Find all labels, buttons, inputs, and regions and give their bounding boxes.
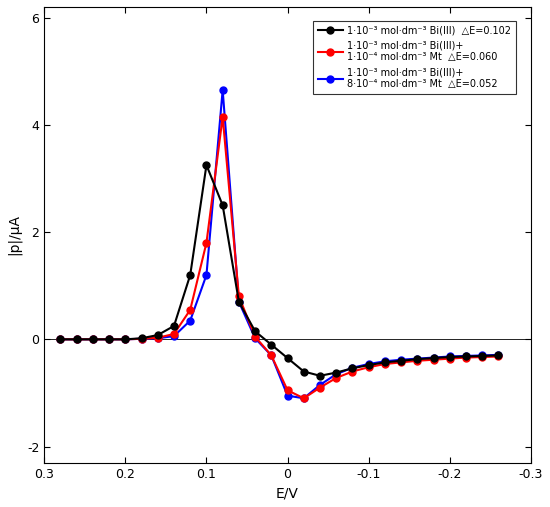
1·10⁻³ mol·dm⁻³ Bi(III)+
1·10⁻⁴ mol·dm⁻³ Mt  △E=0.060 (495, 353, 502, 359)
1·10⁻³ mol·dm⁻³ Bi(III)+
8·10⁻⁴ mol·dm⁻³ Mt  △E=0.052 (333, 371, 339, 377)
1·10⁻³ mol·dm⁻³ Bi(III)+
8·10⁻⁴ mol·dm⁻³ Mt  △E=0.052 (203, 272, 210, 278)
1·10⁻³ mol·dm⁻³ Bi(III)+
1·10⁻⁴ mol·dm⁻³ Mt  △E=0.060 (333, 375, 339, 381)
1·10⁻³ mol·dm⁻³ Bi(III)+
8·10⁻⁴ mol·dm⁻³ Mt  △E=0.052 (187, 317, 194, 323)
1·10⁻³ mol·dm⁻³ Bi(III)+
1·10⁻⁴ mol·dm⁻³ Mt  △E=0.060 (268, 352, 274, 358)
1·10⁻³ mol·dm⁻³ Bi(III)  △E=0.102 (317, 373, 323, 379)
1·10⁻³ mol·dm⁻³ Bi(III)+
8·10⁻⁴ mol·dm⁻³ Mt  △E=0.052 (268, 352, 274, 358)
1·10⁻³ mol·dm⁻³ Bi(III)+
1·10⁻⁴ mol·dm⁻³ Mt  △E=0.060 (90, 336, 96, 342)
1·10⁻³ mol·dm⁻³ Bi(III)  △E=0.102 (463, 353, 469, 359)
1·10⁻³ mol·dm⁻³ Bi(III)+
1·10⁻⁴ mol·dm⁻³ Mt  △E=0.060 (203, 240, 210, 246)
1·10⁻³ mol·dm⁻³ Bi(III)  △E=0.102 (252, 328, 258, 334)
1·10⁻³ mol·dm⁻³ Bi(III)+
8·10⁻⁴ mol·dm⁻³ Mt  △E=0.052 (90, 336, 96, 342)
1·10⁻³ mol·dm⁻³ Bi(III)+
8·10⁻⁴ mol·dm⁻³ Mt  △E=0.052 (57, 336, 64, 342)
1·10⁻³ mol·dm⁻³ Bi(III)+
8·10⁻⁴ mol·dm⁻³ Mt  △E=0.052 (73, 336, 80, 342)
1·10⁻³ mol·dm⁻³ Bi(III)+
8·10⁻⁴ mol·dm⁻³ Mt  △E=0.052 (447, 353, 453, 359)
1·10⁻³ mol·dm⁻³ Bi(III)+
8·10⁻⁴ mol·dm⁻³ Mt  △E=0.052 (138, 336, 145, 342)
1·10⁻³ mol·dm⁻³ Bi(III)+
8·10⁻⁴ mol·dm⁻³ Mt  △E=0.052 (219, 87, 226, 93)
1·10⁻³ mol·dm⁻³ Bi(III)  △E=0.102 (235, 299, 242, 305)
1·10⁻³ mol·dm⁻³ Bi(III)  △E=0.102 (430, 355, 437, 361)
1·10⁻³ mol·dm⁻³ Bi(III)+
1·10⁻⁴ mol·dm⁻³ Mt  △E=0.060 (463, 354, 469, 360)
1·10⁻³ mol·dm⁻³ Bi(III)+
1·10⁻⁴ mol·dm⁻³ Mt  △E=0.060 (317, 384, 323, 390)
1·10⁻³ mol·dm⁻³ Bi(III)  △E=0.102 (495, 352, 502, 358)
1·10⁻³ mol·dm⁻³ Bi(III)+
1·10⁻⁴ mol·dm⁻³ Mt  △E=0.060 (300, 395, 307, 402)
1·10⁻³ mol·dm⁻³ Bi(III)+
8·10⁻⁴ mol·dm⁻³ Mt  △E=0.052 (398, 356, 404, 363)
1·10⁻³ mol·dm⁻³ Bi(III)+
1·10⁻⁴ mol·dm⁻³ Mt  △E=0.060 (349, 369, 356, 375)
1·10⁻³ mol·dm⁻³ Bi(III)+
8·10⁻⁴ mol·dm⁻³ Mt  △E=0.052 (495, 352, 502, 358)
1·10⁻³ mol·dm⁻³ Bi(III)+
1·10⁻⁴ mol·dm⁻³ Mt  △E=0.060 (430, 356, 437, 363)
1·10⁻³ mol·dm⁻³ Bi(III)+
8·10⁻⁴ mol·dm⁻³ Mt  △E=0.052 (414, 355, 421, 361)
Line: 1·10⁻³ mol·dm⁻³ Bi(III)+
1·10⁻⁴ mol·dm⁻³ Mt  △E=0.060: 1·10⁻³ mol·dm⁻³ Bi(III)+ 1·10⁻⁴ mol·dm⁻³… (57, 114, 502, 402)
Line: 1·10⁻³ mol·dm⁻³ Bi(III)+
8·10⁻⁴ mol·dm⁻³ Mt  △E=0.052: 1·10⁻³ mol·dm⁻³ Bi(III)+ 8·10⁻⁴ mol·dm⁻³… (57, 87, 502, 402)
1·10⁻³ mol·dm⁻³ Bi(III)+
8·10⁻⁴ mol·dm⁻³ Mt  △E=0.052 (284, 392, 291, 399)
1·10⁻³ mol·dm⁻³ Bi(III)  △E=0.102 (349, 365, 356, 371)
1·10⁻³ mol·dm⁻³ Bi(III)  △E=0.102 (122, 336, 129, 342)
1·10⁻³ mol·dm⁻³ Bi(III)  △E=0.102 (382, 359, 388, 366)
1·10⁻³ mol·dm⁻³ Bi(III)+
1·10⁻⁴ mol·dm⁻³ Mt  △E=0.060 (155, 335, 161, 341)
1·10⁻³ mol·dm⁻³ Bi(III)+
1·10⁻⁴ mol·dm⁻³ Mt  △E=0.060 (382, 361, 388, 367)
1·10⁻³ mol·dm⁻³ Bi(III)+
1·10⁻⁴ mol·dm⁻³ Mt  △E=0.060 (57, 336, 64, 342)
1·10⁻³ mol·dm⁻³ Bi(III)+
8·10⁻⁴ mol·dm⁻³ Mt  △E=0.052 (122, 336, 129, 342)
1·10⁻³ mol·dm⁻³ Bi(III)  △E=0.102 (268, 342, 274, 348)
Line: 1·10⁻³ mol·dm⁻³ Bi(III)  △E=0.102: 1·10⁻³ mol·dm⁻³ Bi(III) △E=0.102 (57, 162, 502, 379)
1·10⁻³ mol·dm⁻³ Bi(III)+
1·10⁻⁴ mol·dm⁻³ Mt  △E=0.060 (479, 354, 486, 360)
1·10⁻³ mol·dm⁻³ Bi(III)+
1·10⁻⁴ mol·dm⁻³ Mt  △E=0.060 (219, 114, 226, 120)
1·10⁻³ mol·dm⁻³ Bi(III)  △E=0.102 (155, 332, 161, 338)
1·10⁻³ mol·dm⁻³ Bi(III)  △E=0.102 (73, 336, 80, 342)
1·10⁻³ mol·dm⁻³ Bi(III)  △E=0.102 (203, 162, 210, 168)
1·10⁻³ mol·dm⁻³ Bi(III)  △E=0.102 (300, 369, 307, 375)
1·10⁻³ mol·dm⁻³ Bi(III)+
8·10⁻⁴ mol·dm⁻³ Mt  △E=0.052 (365, 361, 372, 367)
1·10⁻³ mol·dm⁻³ Bi(III)+
8·10⁻⁴ mol·dm⁻³ Mt  △E=0.052 (479, 352, 486, 358)
1·10⁻³ mol·dm⁻³ Bi(III)+
1·10⁻⁴ mol·dm⁻³ Mt  △E=0.060 (252, 334, 258, 340)
1·10⁻³ mol·dm⁻³ Bi(III)+
1·10⁻⁴ mol·dm⁻³ Mt  △E=0.060 (235, 294, 242, 300)
1·10⁻³ mol·dm⁻³ Bi(III)+
8·10⁻⁴ mol·dm⁻³ Mt  △E=0.052 (300, 395, 307, 402)
1·10⁻³ mol·dm⁻³ Bi(III)  △E=0.102 (138, 335, 145, 341)
1·10⁻³ mol·dm⁻³ Bi(III)  △E=0.102 (284, 355, 291, 361)
1·10⁻³ mol·dm⁻³ Bi(III)+
1·10⁻⁴ mol·dm⁻³ Mt  △E=0.060 (122, 336, 129, 342)
1·10⁻³ mol·dm⁻³ Bi(III)+
1·10⁻⁴ mol·dm⁻³ Mt  △E=0.060 (187, 307, 194, 313)
X-axis label: E/V: E/V (276, 486, 299, 500)
1·10⁻³ mol·dm⁻³ Bi(III)+
8·10⁻⁴ mol·dm⁻³ Mt  △E=0.052 (430, 354, 437, 360)
1·10⁻³ mol·dm⁻³ Bi(III)+
8·10⁻⁴ mol·dm⁻³ Mt  △E=0.052 (463, 353, 469, 359)
1·10⁻³ mol·dm⁻³ Bi(III)  △E=0.102 (219, 202, 226, 208)
1·10⁻³ mol·dm⁻³ Bi(III)  △E=0.102 (57, 336, 64, 342)
1·10⁻³ mol·dm⁻³ Bi(III)+
1·10⁻⁴ mol·dm⁻³ Mt  △E=0.060 (170, 331, 177, 337)
1·10⁻³ mol·dm⁻³ Bi(III)+
8·10⁻⁴ mol·dm⁻³ Mt  △E=0.052 (235, 299, 242, 305)
1·10⁻³ mol·dm⁻³ Bi(III)  △E=0.102 (90, 336, 96, 342)
1·10⁻³ mol·dm⁻³ Bi(III)+
1·10⁻⁴ mol·dm⁻³ Mt  △E=0.060 (73, 336, 80, 342)
1·10⁻³ mol·dm⁻³ Bi(III)  △E=0.102 (187, 272, 194, 278)
1·10⁻³ mol·dm⁻³ Bi(III)+
1·10⁻⁴ mol·dm⁻³ Mt  △E=0.060 (414, 358, 421, 364)
1·10⁻³ mol·dm⁻³ Bi(III)+
8·10⁻⁴ mol·dm⁻³ Mt  △E=0.052 (382, 358, 388, 365)
1·10⁻³ mol·dm⁻³ Bi(III)  △E=0.102 (365, 362, 372, 368)
1·10⁻³ mol·dm⁻³ Bi(III)+
8·10⁻⁴ mol·dm⁻³ Mt  △E=0.052 (252, 335, 258, 341)
1·10⁻³ mol·dm⁻³ Bi(III)+
8·10⁻⁴ mol·dm⁻³ Mt  △E=0.052 (170, 333, 177, 339)
1·10⁻³ mol·dm⁻³ Bi(III)+
8·10⁻⁴ mol·dm⁻³ Mt  △E=0.052 (349, 365, 356, 371)
1·10⁻³ mol·dm⁻³ Bi(III)+
1·10⁻⁴ mol·dm⁻³ Mt  △E=0.060 (447, 355, 453, 361)
1·10⁻³ mol·dm⁻³ Bi(III)+
1·10⁻⁴ mol·dm⁻³ Mt  △E=0.060 (106, 336, 112, 342)
1·10⁻³ mol·dm⁻³ Bi(III)  △E=0.102 (333, 370, 339, 376)
1·10⁻³ mol·dm⁻³ Bi(III)+
8·10⁻⁴ mol·dm⁻³ Mt  △E=0.052 (106, 336, 112, 342)
1·10⁻³ mol·dm⁻³ Bi(III)  △E=0.102 (106, 336, 112, 342)
Y-axis label: |p|/μA: |p|/μA (7, 214, 21, 256)
1·10⁻³ mol·dm⁻³ Bi(III)+
1·10⁻⁴ mol·dm⁻³ Mt  △E=0.060 (398, 359, 404, 366)
1·10⁻³ mol·dm⁻³ Bi(III)+
8·10⁻⁴ mol·dm⁻³ Mt  △E=0.052 (317, 382, 323, 388)
1·10⁻³ mol·dm⁻³ Bi(III)+
8·10⁻⁴ mol·dm⁻³ Mt  △E=0.052 (155, 335, 161, 341)
1·10⁻³ mol·dm⁻³ Bi(III)  △E=0.102 (479, 353, 486, 359)
1·10⁻³ mol·dm⁻³ Bi(III)  △E=0.102 (447, 354, 453, 360)
1·10⁻³ mol·dm⁻³ Bi(III)  △E=0.102 (398, 358, 404, 364)
1·10⁻³ mol·dm⁻³ Bi(III)  △E=0.102 (414, 356, 421, 362)
1·10⁻³ mol·dm⁻³ Bi(III)+
1·10⁻⁴ mol·dm⁻³ Mt  △E=0.060 (138, 336, 145, 342)
1·10⁻³ mol·dm⁻³ Bi(III)+
1·10⁻⁴ mol·dm⁻³ Mt  △E=0.060 (284, 387, 291, 393)
Legend: 1·10⁻³ mol·dm⁻³ Bi(III)  △E=0.102, 1·10⁻³ mol·dm⁻³ Bi(III)+
1·10⁻⁴ mol·dm⁻³ Mt  : 1·10⁻³ mol·dm⁻³ Bi(III) △E=0.102, 1·10⁻³… (314, 21, 516, 94)
1·10⁻³ mol·dm⁻³ Bi(III)  △E=0.102 (170, 323, 177, 329)
1·10⁻³ mol·dm⁻³ Bi(III)+
1·10⁻⁴ mol·dm⁻³ Mt  △E=0.060 (365, 364, 372, 370)
